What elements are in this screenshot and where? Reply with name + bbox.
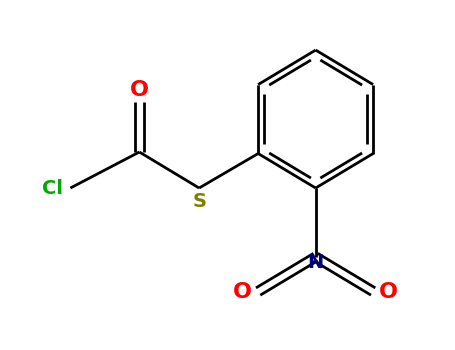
Text: Cl: Cl — [42, 178, 63, 197]
Text: S: S — [192, 192, 206, 211]
Text: O: O — [233, 281, 252, 301]
Text: N: N — [308, 253, 324, 272]
Text: O: O — [130, 80, 149, 100]
Text: O: O — [379, 281, 398, 301]
